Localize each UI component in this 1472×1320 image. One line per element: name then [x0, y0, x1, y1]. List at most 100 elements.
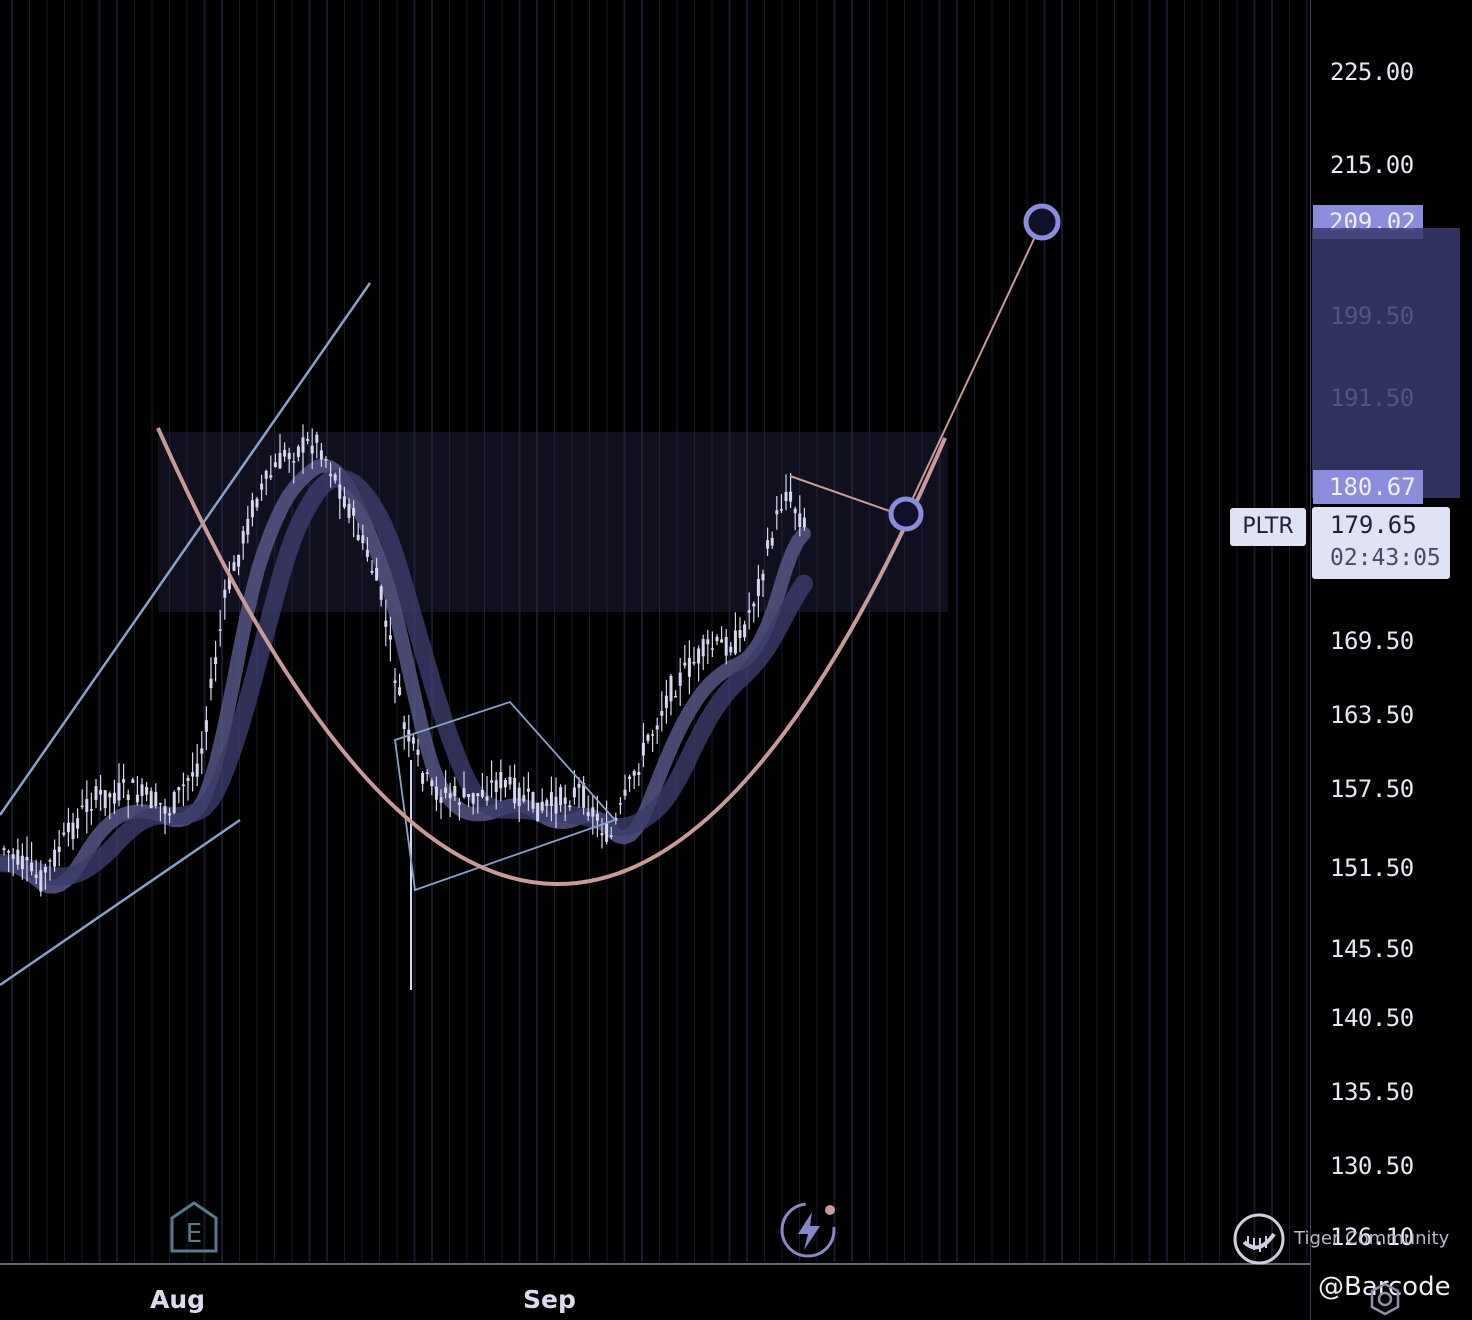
flash-icon[interactable]: [780, 1200, 840, 1260]
candle-body: [421, 773, 425, 784]
candle-body: [490, 780, 494, 783]
candle-body: [660, 711, 664, 716]
candle-body: [108, 793, 112, 798]
channel-lower-line: [0, 818, 241, 987]
bar-countdown: 02:43:05: [1330, 545, 1441, 571]
candle-body: [697, 648, 701, 664]
candle-body: [411, 737, 415, 744]
y-tick-label: 140.50: [1330, 1004, 1414, 1032]
candle-body: [80, 805, 84, 808]
candle-body: [227, 576, 231, 590]
candle-body: [71, 822, 75, 839]
entry-price-tag: 180.67: [1313, 470, 1423, 504]
candle-body: [494, 780, 498, 793]
candle-body: [678, 672, 682, 686]
price-axis[interactable]: [1310, 0, 1472, 1320]
candle-body: [16, 849, 20, 865]
symbol-tag: PLTR: [1230, 508, 1306, 546]
candle-body: [738, 630, 742, 638]
trend-annotations: [0, 203, 1061, 987]
candle-body: [329, 473, 333, 477]
candle-body: [439, 797, 443, 803]
candle-body: [365, 549, 369, 557]
candle-body: [89, 809, 93, 811]
candle-body: [209, 678, 213, 689]
candle-body: [485, 796, 489, 801]
candle-body: [260, 483, 264, 490]
candle-body: [2, 848, 6, 851]
candle-body: [586, 812, 590, 817]
candle-body: [168, 813, 172, 816]
moving-averages: [0, 458, 813, 894]
candle-body: [7, 851, 11, 853]
x-label-sep: Sep: [523, 1285, 576, 1314]
candle-body: [457, 802, 461, 805]
candle-body: [223, 589, 227, 598]
candle-body: [462, 788, 466, 798]
candle-body: [632, 771, 636, 776]
y-tick-label: 126.10: [1330, 1223, 1414, 1251]
candle-body: [172, 792, 176, 813]
candle-body: [549, 792, 553, 806]
channel-upper-line: [0, 282, 372, 816]
candle-body: [789, 491, 793, 502]
candle-body: [434, 786, 438, 800]
candle-body: [398, 687, 402, 695]
candle-body: [200, 748, 204, 754]
candle-body: [342, 496, 346, 508]
candle-body: [57, 846, 61, 852]
candle-body: [20, 855, 24, 870]
candle-body: [430, 780, 434, 786]
candle-body: [605, 822, 609, 842]
candle-body: [651, 734, 655, 736]
candle-body: [48, 860, 52, 862]
candle-body: [540, 801, 544, 811]
candle-body: [729, 646, 733, 653]
candle-body: [674, 696, 678, 698]
candle-body: [793, 508, 797, 514]
moving-average-line: [0, 469, 813, 886]
candle-body: [618, 803, 622, 805]
candle-body: [250, 500, 254, 518]
candle-body: [352, 507, 356, 516]
candle-body: [30, 862, 34, 872]
candle-body: [384, 620, 388, 627]
author-handle: @Barcode: [1318, 1272, 1451, 1302]
candle-body: [747, 610, 751, 613]
candle-body: [526, 788, 530, 792]
candle-body: [158, 803, 162, 805]
candle-body: [324, 459, 328, 461]
candle-body: [402, 722, 406, 729]
candle-body: [775, 510, 779, 515]
candle-body: [122, 779, 126, 783]
candle-body: [135, 794, 139, 803]
candle-body: [591, 807, 595, 817]
candle-body: [292, 461, 296, 463]
candle-body: [278, 452, 282, 469]
candle-body: [186, 778, 190, 781]
candle-body: [628, 776, 632, 779]
candle-body: [480, 789, 484, 797]
candle-body: [715, 636, 719, 642]
candle-body: [641, 742, 645, 756]
candle-body: [163, 806, 167, 814]
candle-body: [476, 793, 480, 797]
x-label-aug: Aug: [150, 1285, 206, 1314]
candle-body: [743, 624, 747, 638]
candle-body: [85, 799, 89, 812]
candle-body: [798, 513, 802, 527]
candle-body: [614, 818, 618, 821]
gear-icon[interactable]: [1368, 1282, 1402, 1316]
handle-line: [789, 475, 899, 515]
candle-body: [531, 792, 535, 809]
candle-body: [338, 484, 342, 499]
tiger-logo-icon: [1233, 1213, 1285, 1265]
candle-body: [522, 795, 526, 802]
candle-body: [388, 635, 392, 640]
candle-body: [448, 793, 452, 799]
candle-body: [356, 534, 360, 540]
candle-body: [683, 662, 687, 666]
earnings-icon-letter: E: [186, 1219, 202, 1249]
earnings-icon[interactable]: E: [168, 1200, 220, 1254]
candle-body: [733, 630, 737, 654]
